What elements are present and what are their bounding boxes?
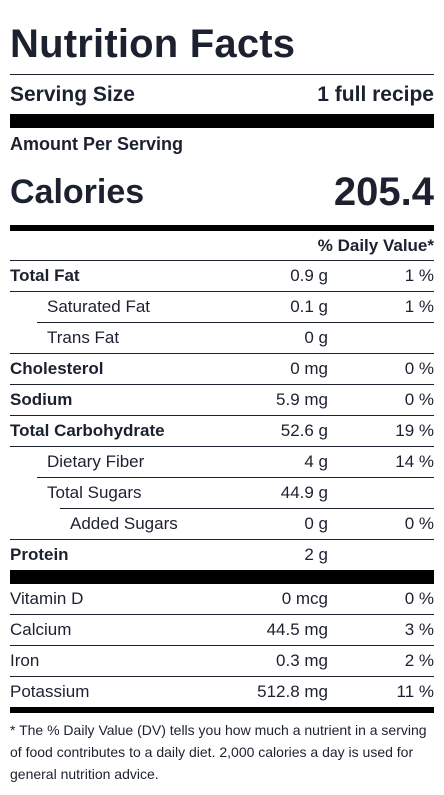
serving-size-value: 1 full recipe [317,82,434,106]
nutrient-dv: 1 % [404,297,434,316]
nutrient-amount: 44.9 g [280,483,328,502]
vitamin-amount: 0.3 mg [276,651,328,670]
nutrient-row-saturated-fat: Saturated Fat 0.1 g 1 % [10,291,434,322]
vitamin-amount: 512.8 mg [257,682,328,701]
daily-value-footnote: * The % Daily Value (DV) tells you how m… [10,722,427,782]
nutrient-name: Total Carbohydrate [10,421,165,440]
nutrient-name: Sodium [10,390,73,409]
vitamin-row-iron: Iron 0.3 mg 2 % [10,645,434,676]
vitamin-row-potassium: Potassium 512.8 mg 11 % [10,676,434,707]
nutrient-dv: 0 % [404,390,434,409]
nutrient-name: Trans Fat [47,328,120,347]
vitamin-amount: 44.5 mg [266,620,328,639]
nutrient-amount: 0.1 g [290,297,328,316]
calories-label: Calories [10,172,145,211]
medium-divider [10,707,434,713]
nutrient-dv: 14 % [395,452,434,471]
vitamin-dv: 11 % [396,682,435,701]
nutrient-name: Cholesterol [10,359,104,378]
nutrient-row-dietary-fiber: Dietary Fiber 4 g 14 % [10,446,434,477]
nutrient-name: Protein [10,545,69,564]
divider [10,74,434,75]
nutrient-row-total-sugars: Total Sugars 44.9 g [37,477,434,508]
nutrient-row-added-sugars: Added Sugars 0 g 0 % [60,508,434,539]
nutrient-amount: 0 mg [290,359,328,378]
nutrient-amount: 52.6 g [280,421,328,440]
serving-size-row: Serving Size 1 full recipe [10,75,434,114]
nutrient-name: Total Fat [10,266,80,285]
vitamin-name: Calcium [10,620,72,639]
thick-divider [10,570,434,584]
calories-row: Calories 205.4 [10,159,434,225]
daily-value-header: % Daily Value* [317,236,434,255]
serving-size-label: Serving Size [10,82,135,106]
nutrient-row-trans-fat: Trans Fat 0 g [37,322,434,353]
nutrient-dv: 1 % [404,266,434,285]
vitamin-amount: 0 mcg [281,589,328,608]
medium-divider [10,225,434,231]
nutrient-row-protein: Protein 2 g [10,539,434,570]
vitamin-name: Iron [10,651,40,670]
vitamin-name: Vitamin D [10,589,84,608]
vitamin-dv: 0 % [404,589,434,608]
nutrient-amount: 4 g [304,452,328,471]
label-title: Nutrition Facts [10,22,296,66]
vitamin-name: Potassium [10,682,90,701]
nutrient-name: Added Sugars [70,514,178,533]
amount-per-serving: Amount Per Serving [10,134,184,154]
calories-value: 205.4 [333,169,434,214]
nutrient-dv: 19 % [395,421,434,440]
vitamin-dv: 2 % [404,651,434,670]
nutrient-name: Total Sugars [47,483,142,502]
vitamin-row-calcium: Calcium 44.5 mg 3 % [10,614,434,645]
nutrient-dv: 0 % [404,359,434,378]
vitamin-row-vitamin-d: Vitamin D 0 mcg 0 % [10,584,434,614]
nutrient-row-sodium: Sodium 5.9 mg 0 % [10,384,434,415]
vitamin-dv: 3 % [404,620,434,639]
thick-divider [10,114,434,128]
nutrient-amount: 0 g [304,328,328,347]
nutrient-row-total-fat: Total Fat 0.9 g 1 % [10,260,434,291]
nutrient-amount: 0.9 g [290,266,328,285]
nutrient-amount: 5.9 mg [276,390,328,409]
nutrient-name: Dietary Fiber [47,452,145,471]
nutrient-row-cholesterol: Cholesterol 0 mg 0 % [10,353,434,384]
nutrient-row-total-carbohydrate: Total Carbohydrate 52.6 g 19 % [10,415,434,446]
nutrient-dv: 0 % [404,514,434,533]
nutrient-amount: 0 g [304,514,328,533]
nutrient-name: Saturated Fat [47,297,151,316]
nutrient-amount: 2 g [304,545,328,564]
